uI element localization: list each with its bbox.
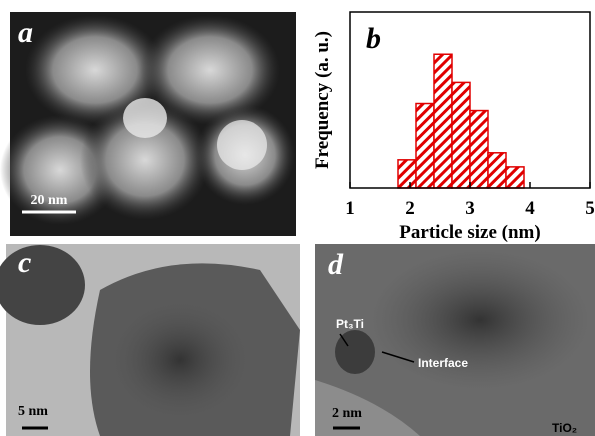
annotation: Pt₃Ti: [336, 317, 364, 331]
x-tick-label: 5: [585, 198, 595, 219]
scale-bar-label: 5 nm: [18, 404, 48, 419]
bar: [452, 82, 470, 188]
panel-label: a: [18, 16, 33, 49]
y-axis-label: Frequency (a. u.): [312, 31, 333, 169]
figure: a 20 nm c 5 nm d Pt₃Ti Interface TiO₂ 2 …: [0, 0, 595, 436]
panel-label: d: [328, 248, 344, 281]
bar: [434, 54, 452, 188]
histogram: b Particle size (nm) Frequency (a. u.) 1…: [312, 12, 595, 243]
bar: [398, 160, 416, 188]
panel-a: a 20 nm: [0, 12, 296, 236]
panel-c: c 5 nm: [0, 244, 300, 436]
bar: [506, 167, 524, 188]
bar: [416, 104, 434, 188]
x-tick-label: 3: [465, 198, 475, 219]
x-axis-label: Particle size (nm): [399, 222, 540, 243]
annotation: TiO₂: [552, 421, 577, 435]
x-tick-label: 2: [405, 198, 415, 219]
panel-d: d Pt₃Ti Interface TiO₂ 2 nm: [315, 244, 595, 436]
x-tick-label: 4: [525, 198, 535, 219]
annotation: Interface: [418, 356, 468, 370]
panel-label: c: [18, 246, 31, 279]
scale-bar-label: 20 nm: [31, 193, 68, 208]
panel-label: b: [366, 22, 381, 55]
x-tick-label: 1: [345, 198, 355, 219]
scale-bar-label: 2 nm: [332, 406, 362, 421]
bar: [470, 111, 488, 188]
bar: [488, 153, 506, 188]
